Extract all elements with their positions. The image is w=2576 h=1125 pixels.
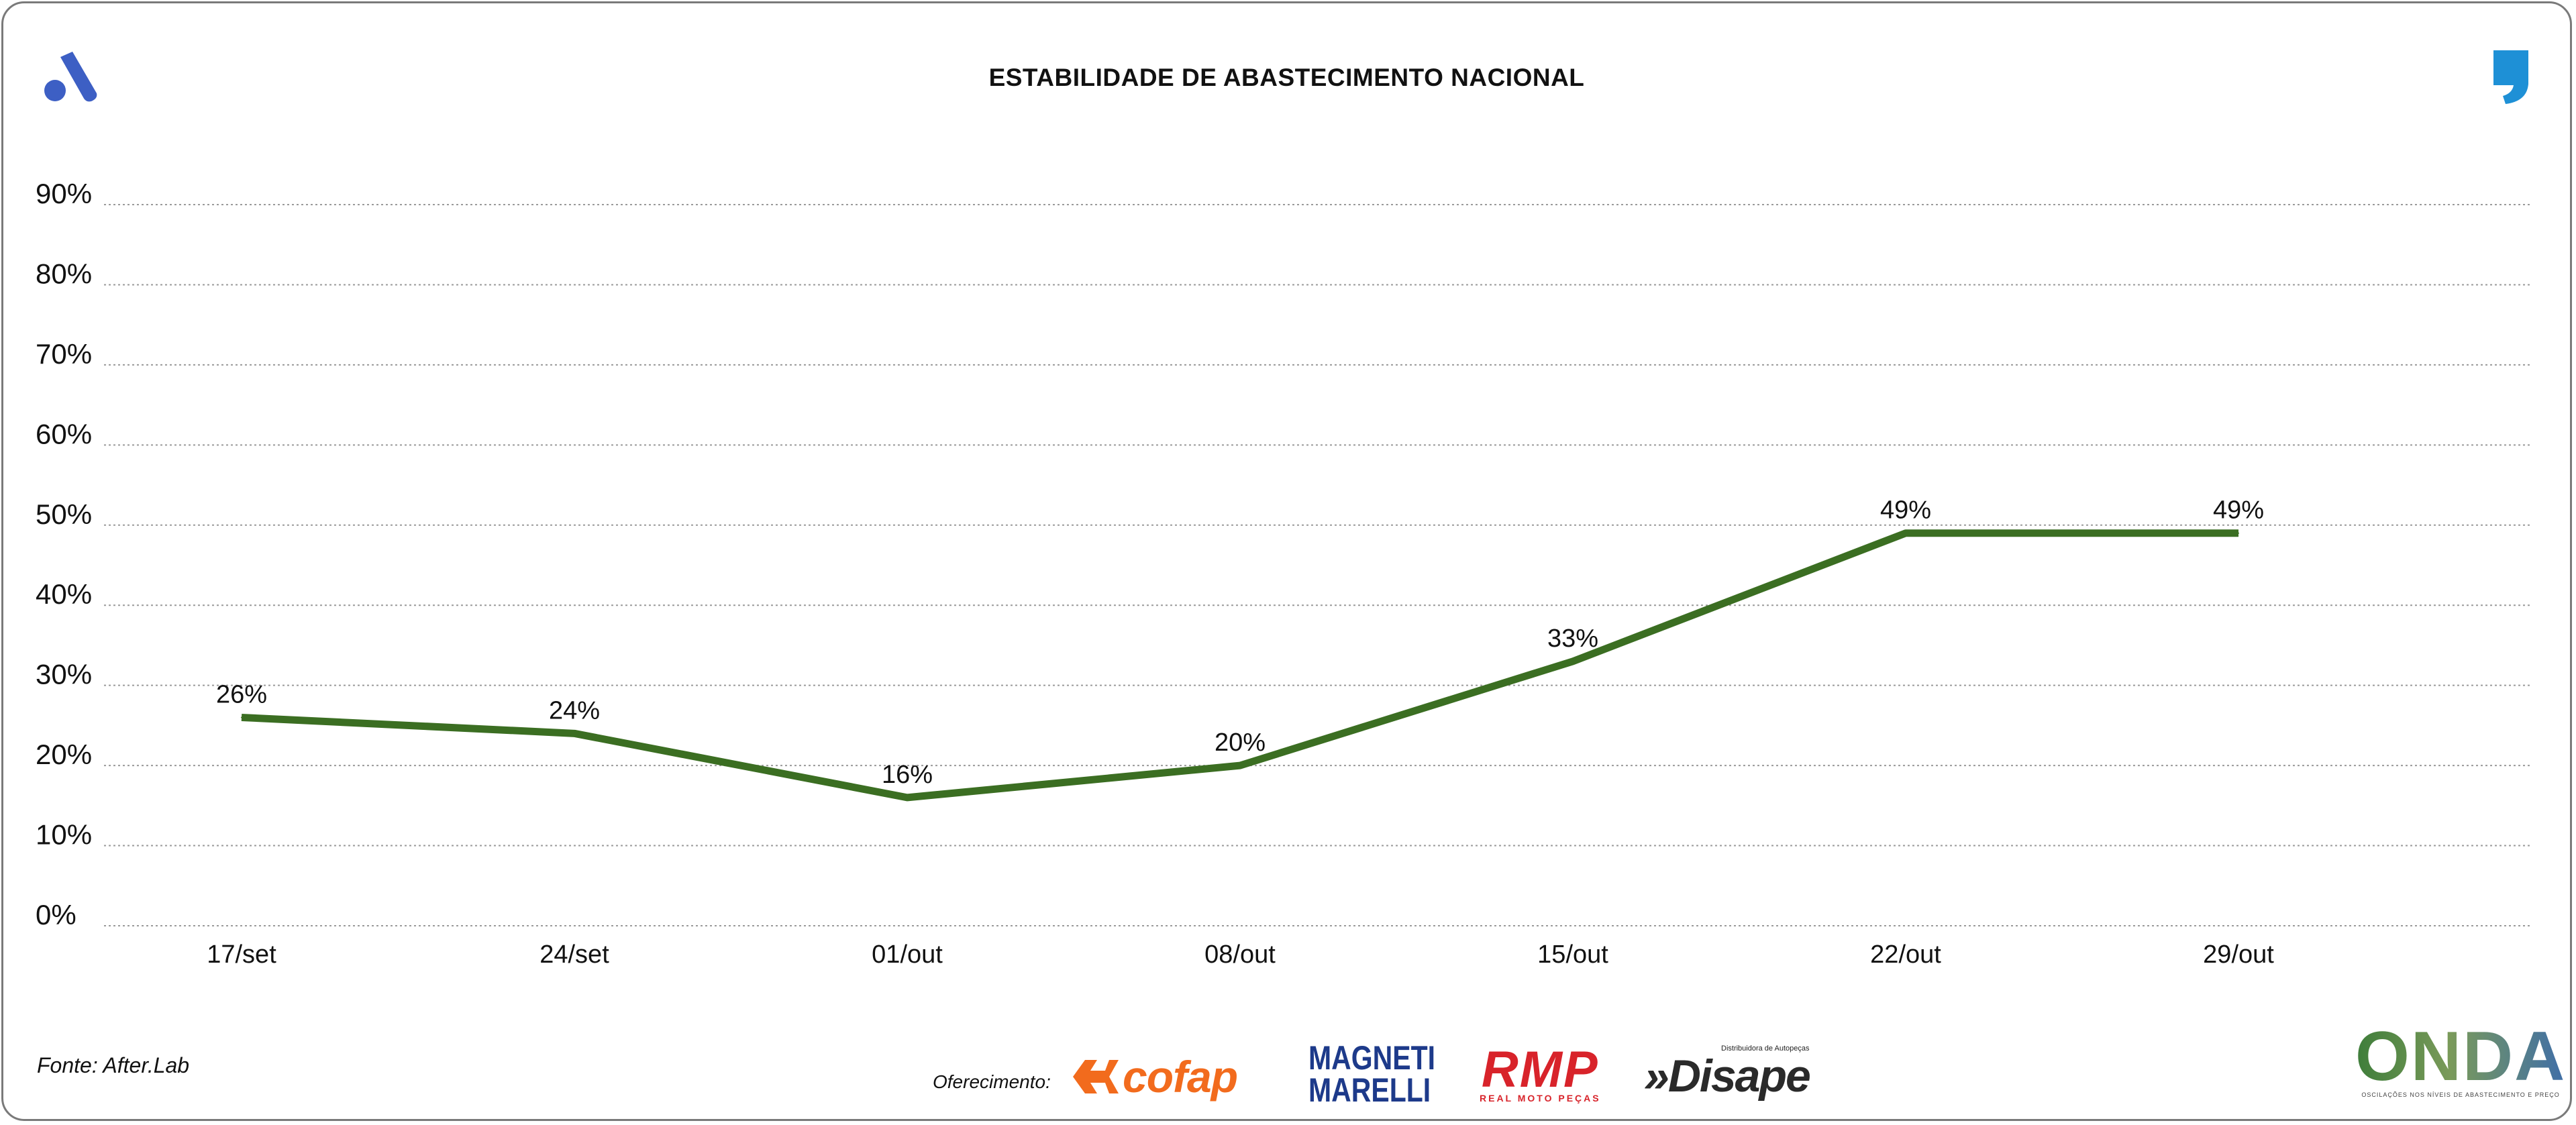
onda-tagline: OSCILAÇÕES NOS NÍVEIS DE ABASTECIMENTO E…: [2361, 1091, 2560, 1098]
data-label: 24%: [549, 696, 600, 725]
onda-logo: ONDA OSCILAÇÕES NOS NÍVEIS DE ABASTECIME…: [2355, 1018, 2567, 1098]
data-label: 20%: [1215, 729, 1266, 757]
x-tick-label: 15/out: [1537, 941, 1608, 969]
x-tick-label: 24/set: [539, 941, 609, 969]
disape-wordmark: »Disape: [1644, 1051, 1811, 1102]
y-tick-label: 90%: [36, 178, 92, 209]
x-tick-label: 01/out: [872, 941, 943, 969]
afterlab-logo-icon: [44, 52, 97, 102]
marelli-wordmark: MARELLI: [1308, 1071, 1431, 1109]
rmp-wordmark: RMP: [1481, 1041, 1599, 1098]
data-point: [907, 796, 908, 798]
series-line: [241, 529, 2238, 802]
cofap-wordmark: cofap: [1123, 1052, 1238, 1102]
data-point: [574, 733, 575, 735]
data-label: 33%: [1547, 625, 1598, 653]
y-tick-label: 20%: [36, 739, 92, 770]
sponsor-label: Oferecimento:: [933, 1071, 1051, 1092]
y-tick-label: 30%: [36, 659, 92, 690]
cofap-logo: cofap: [1070, 1050, 1238, 1104]
rmp-logo: RMP REAL MOTO PEÇAS: [1480, 1044, 1601, 1104]
y-tick-label: 60%: [36, 418, 92, 449]
data-point: [2238, 532, 2239, 534]
x-tick-label: 08/out: [1204, 941, 1276, 969]
data-label: 49%: [1880, 496, 1931, 525]
data-point: [1239, 765, 1241, 767]
data-label: 16%: [882, 761, 933, 789]
chart-title: ESTABILIDADE DE ABASTECIMENTO NACIONAL: [988, 64, 1585, 91]
data-point: [1905, 532, 1906, 534]
y-tick-label: 40%: [36, 578, 92, 610]
y-tick-label: 0%: [36, 899, 76, 930]
data-point: [241, 716, 242, 718]
data-label: 49%: [2213, 496, 2264, 525]
x-tick-label: 29/out: [2203, 941, 2274, 969]
magneti-marelli-logo: MAGNETI MARELLI: [1308, 1039, 1436, 1109]
y-tick-label: 70%: [36, 338, 92, 370]
onda-wordmark: ONDA: [2355, 1018, 2567, 1095]
y-tick-label: 10%: [36, 819, 92, 851]
x-tick-label: 22/out: [1870, 941, 1941, 969]
x-tick-label: 17/set: [207, 941, 276, 969]
cofap-x-icon: [1073, 1060, 1119, 1093]
rmp-tagline: REAL MOTO PEÇAS: [1480, 1093, 1601, 1104]
y-tick-label: 50%: [36, 498, 92, 530]
quote-mark-icon: [2493, 50, 2528, 104]
disape-tagline: Distribuidora de Autopeças: [1721, 1044, 1810, 1053]
disape-logo: Distribuidora de Autopeças »Disape: [1644, 1044, 1811, 1102]
y-tick-label: 80%: [36, 258, 92, 289]
line-chart: 0% 10% 20% 30% 40% 50% 60% 70% 80% 90% 17/set 24/se…: [36, 178, 2530, 969]
data-label: 26%: [216, 680, 267, 708]
magneti-wordmark: MAGNETI: [1308, 1039, 1436, 1077]
data-point: [1572, 660, 1574, 662]
source-note: Fonte: After.Lab: [37, 1053, 190, 1077]
